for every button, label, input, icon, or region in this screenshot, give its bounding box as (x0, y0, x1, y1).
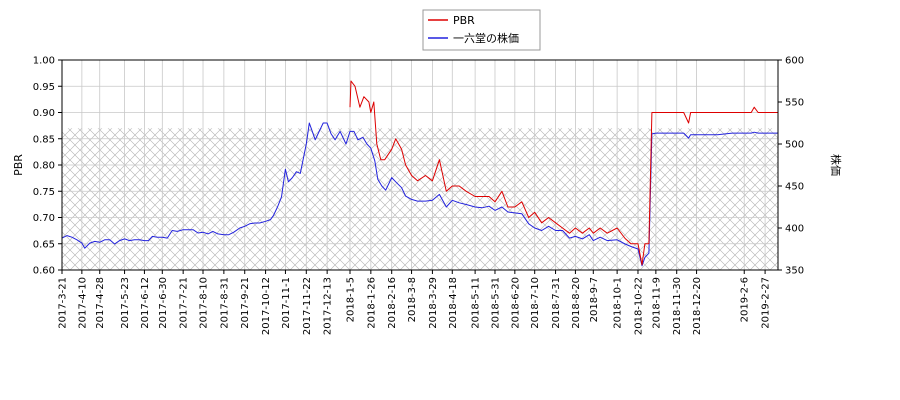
x-tick-label: 2017-8-31 (219, 277, 230, 329)
y-right-tick-label: 450 (785, 182, 804, 193)
x-tick-label: 2018-3-8 (407, 277, 418, 322)
y-right-tick-label: 500 (785, 140, 804, 151)
x-tick-label: 2017-8-10 (199, 277, 210, 329)
legend-box (422, 9, 541, 51)
y-left-tick-label: 0.95 (33, 82, 55, 93)
x-tick-label: 2018-10-22 (633, 277, 644, 335)
y-left-tick-label: 0.85 (33, 134, 55, 145)
stock-price-series-line (61, 122, 778, 267)
x-tick-label: 2018-4-18 (448, 277, 459, 329)
legend: PBR 一六堂の株価 (422, 9, 541, 51)
x-tick-label: 2019-2-6 (740, 277, 751, 322)
x-tick-label: 2018-11-9 (651, 277, 662, 329)
x-tick-label: 2017-5-23 (120, 277, 131, 329)
y-left-tick-label: 0.65 (33, 239, 55, 250)
y-right-tick-label: 550 (785, 98, 804, 109)
x-tick-label: 2019-2-27 (761, 277, 772, 329)
y-right-tick-label: 400 (785, 224, 804, 235)
series-layer (61, 80, 778, 267)
x-tick-label: 2017-3-21 (58, 277, 69, 329)
y-left-tick-label: 0.75 (33, 187, 55, 198)
x-tick-label: 2018-5-11 (471, 277, 482, 329)
x-tick-label: 2018-2-16 (387, 277, 398, 329)
x-tick-label: 2018-9-7 (589, 277, 600, 322)
y-left-tick-label: 0.60 (33, 266, 55, 277)
x-tick-label: 2017-11-22 (302, 277, 313, 335)
x-tick-label: 2017-11-1 (281, 277, 292, 329)
x-tick-label: 2018-3-29 (428, 277, 439, 329)
x-tick-label: 2018-10-1 (613, 277, 624, 329)
x-tick-label: 2017-10-12 (261, 277, 272, 335)
axes-layer: 0.60 0.65 0.70 0.75 0.80 0.85 0.90 0.95 1.00 350 4… (12, 56, 843, 336)
x-tick-label: 2018-1-5 (345, 277, 356, 322)
y-left-tick-label: 1.00 (33, 56, 55, 67)
x-tick-label: 2018-5-31 (490, 277, 501, 329)
y-left-tick-label: 0.70 (33, 213, 55, 224)
y-right-axis-title: 株価 (829, 154, 843, 176)
x-tick-label: 2018-7-10 (530, 277, 541, 329)
x-tick-label: 2018-6-20 (510, 277, 521, 329)
pbr-series-line (349, 80, 778, 266)
x-tick-label: 2017-4-10 (77, 277, 88, 329)
x-tick-label: 2018-12-20 (692, 277, 703, 335)
x-tick-label: 2017-4-28 (95, 277, 106, 329)
x-tick-label: 2018-11-30 (672, 277, 683, 335)
x-tick-label: 2018-7-31 (551, 277, 562, 329)
y-left-tick-label: 0.80 (33, 161, 55, 172)
x-tick-label: 2017-9-21 (240, 277, 251, 329)
x-tick-label: 2018-1-26 (366, 277, 377, 329)
y-right-tick-label: 350 (785, 266, 804, 277)
legend-entry-label: PBR (453, 14, 475, 27)
x-tick-label: 2017-7-21 (179, 277, 190, 329)
y-right-tick-label: 600 (785, 56, 804, 67)
y-left-tick-label: 0.90 (33, 108, 55, 119)
x-tick-label: 2018-8-20 (571, 277, 582, 329)
hatched-band (62, 128, 778, 270)
legend-entry-label: 一六堂の株価 (453, 31, 519, 45)
y-left-axis-title: PBR (12, 154, 25, 176)
x-tick-label: 2017-6-30 (158, 277, 169, 329)
x-tick-label: 2017-12-13 (323, 277, 334, 335)
x-tick-label: 2017-6-12 (140, 277, 151, 329)
grid-lines (61, 59, 778, 271)
